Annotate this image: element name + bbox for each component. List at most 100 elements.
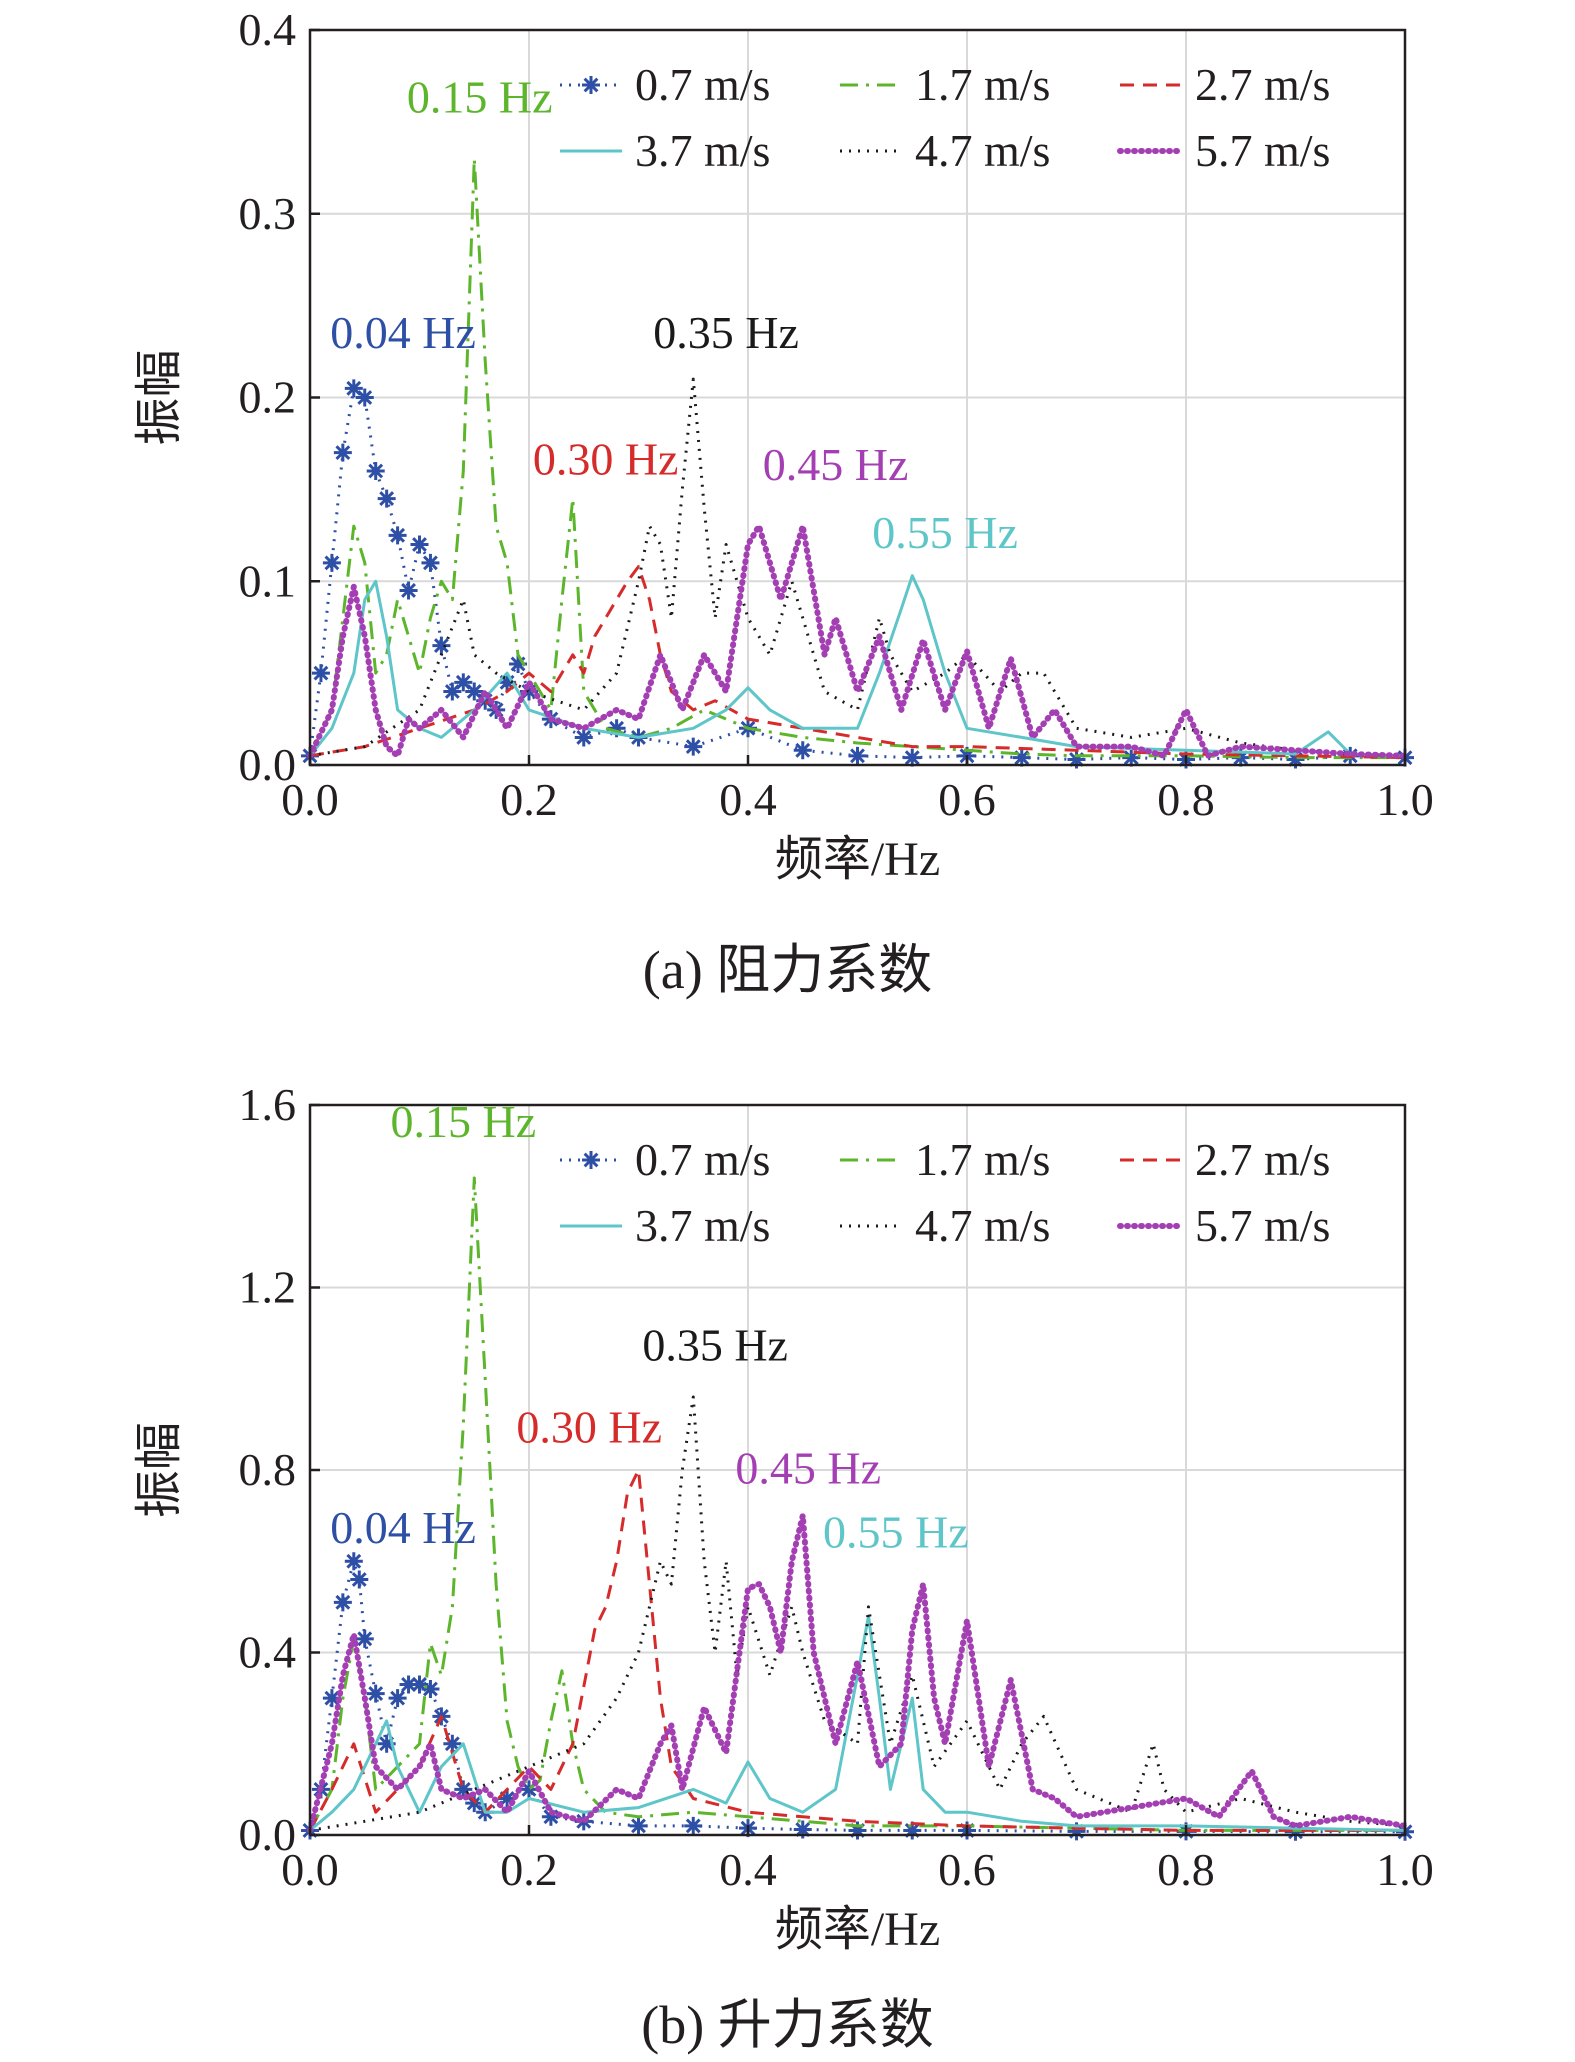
peak-frequency-annotation: 0.15 Hz <box>407 72 553 123</box>
legend-label: 0.7 m/s <box>635 1134 770 1185</box>
x-tick-label: 0.2 <box>500 774 558 825</box>
peak-frequency-annotation: 0.04 Hz <box>330 1502 476 1553</box>
series-point <box>498 673 517 692</box>
series-line <box>308 574 1406 758</box>
legend-label: 4.7 m/s <box>915 125 1050 176</box>
legend-marker <box>582 1151 600 1169</box>
series-point <box>793 741 812 760</box>
x-axis-label: 频率/Hz <box>775 1903 940 1956</box>
y-axis-label: 振幅 <box>133 349 186 445</box>
series-point <box>541 1807 560 1826</box>
y-tick-label: 0.0 <box>239 739 297 790</box>
legend-marker <box>582 76 600 94</box>
series-point <box>388 526 407 545</box>
series-line <box>309 565 1406 760</box>
legend-label: 4.7 m/s <box>915 1200 1050 1251</box>
series-point <box>366 462 385 480</box>
series-point <box>322 553 341 572</box>
series-point <box>476 691 495 710</box>
series-point <box>311 664 330 683</box>
series-point <box>1286 750 1305 769</box>
series-point <box>848 746 867 765</box>
series-line <box>307 1512 1408 1834</box>
peak-frequency-annotation: 0.15 Hz <box>390 1096 536 1147</box>
peak-frequency-annotation: 0.55 Hz <box>872 507 1018 558</box>
x-tick-label: 0.6 <box>938 774 996 825</box>
legend-label: 3.7 m/s <box>635 125 770 176</box>
y-axis-label: 振幅 <box>133 1422 186 1518</box>
series-point <box>388 1689 407 1708</box>
y-tick-label: 0.2 <box>239 372 297 423</box>
x-tick-label: 1.0 <box>1376 1844 1434 1895</box>
series-point <box>344 379 363 398</box>
series-point <box>355 388 374 407</box>
x-tick-label: 0.0 <box>281 774 339 825</box>
y-tick-label: 0.4 <box>239 4 297 55</box>
series-point <box>1067 750 1086 769</box>
series-point <box>1231 748 1250 767</box>
peak-frequency-annotation: 0.30 Hz <box>516 1402 662 1453</box>
legend-label: 5.7 m/s <box>1195 1200 1330 1251</box>
peak-frequency-annotation: 0.45 Hz <box>763 439 909 490</box>
legend-label: 5.7 m/s <box>1195 125 1330 176</box>
series-point <box>1122 748 1141 767</box>
x-axis-label: 频率/Hz <box>775 833 940 886</box>
legend-label: 1.7 m/s <box>915 1134 1050 1185</box>
peak-frequency-annotation: 0.45 Hz <box>735 1443 881 1494</box>
series-point <box>443 682 462 701</box>
x-tick-label: 0.8 <box>1157 774 1215 825</box>
x-tick-label: 0.8 <box>1157 1844 1215 1895</box>
series-line <box>308 1559 1405 1834</box>
peak-frequency-annotation: 0.04 Hz <box>330 307 476 358</box>
series-point <box>355 1629 374 1648</box>
legend-label: 1.7 m/s <box>915 59 1050 110</box>
series-point <box>903 1821 922 1840</box>
series-point <box>454 673 473 692</box>
drag-spectrum-chart: 0.0 0.2 0.4 0.6 0.8 1.0 0.0 0.1 0.2 0.3 0.4 频率/Hz 振幅… <box>133 4 1434 886</box>
series-point <box>344 1552 363 1571</box>
lift-spectrum-chart: 0.0 0.2 0.4 0.6 0.8 1.0 0.0 0.4 0.8 1.2 1.6 频率/Hz 振幅… <box>133 1079 1434 1956</box>
series-point <box>520 1780 538 1799</box>
peak-frequency-annotation: 0.30 Hz <box>533 434 679 485</box>
peak-frequency-annotation: 0.35 Hz <box>642 1320 788 1371</box>
y-tick-label: 0.8 <box>239 1444 297 1495</box>
series-point <box>421 1680 440 1698</box>
x-tick-label: 0.2 <box>500 1844 558 1895</box>
series-point <box>1012 748 1031 767</box>
series-point <box>574 728 593 747</box>
series-point <box>333 1593 352 1612</box>
series-point <box>848 1821 867 1840</box>
series-point <box>498 1789 517 1808</box>
drag-coefficient-panel: 0.0 0.2 0.4 0.6 0.8 1.0 0.0 0.1 0.2 0.3 0.4 频率/Hz 振幅… <box>0 0 1575 1010</box>
series-point <box>350 1570 369 1589</box>
series-point <box>465 682 484 701</box>
series-point <box>410 1675 429 1694</box>
y-tick-label: 1.2 <box>239 1262 297 1313</box>
panel-b-caption: (b) 升力系数 <box>641 1995 934 2055</box>
series-point <box>629 1816 648 1835</box>
series-point <box>399 581 418 600</box>
x-tick-label: 0.6 <box>938 1844 996 1895</box>
x-tick-label: 0.0 <box>281 1844 339 1895</box>
series-point <box>793 1820 812 1839</box>
series-point <box>1067 1822 1086 1841</box>
series-point <box>684 1816 703 1835</box>
series-point <box>520 682 538 701</box>
peak-frequency-annotation: 0.55 Hz <box>823 1507 969 1558</box>
series-line <box>308 1468 1405 1832</box>
legend-label: 2.7 m/s <box>1195 59 1330 110</box>
series-point <box>366 1684 385 1703</box>
y-tick-label: 0.3 <box>239 188 297 239</box>
series-point <box>509 654 528 673</box>
y-tick-label: 0.4 <box>239 1627 297 1678</box>
series-point <box>377 1734 396 1753</box>
series-point <box>322 1689 341 1708</box>
series-line <box>307 523 1408 759</box>
series-point <box>454 1780 473 1799</box>
series-point <box>377 489 396 508</box>
series-point <box>684 737 703 756</box>
series-line <box>308 386 1406 761</box>
peak-frequency-annotation: 0.35 Hz <box>653 307 799 358</box>
series-point <box>607 719 626 738</box>
panel-a-caption: (a) 阻力系数 <box>642 940 933 1000</box>
